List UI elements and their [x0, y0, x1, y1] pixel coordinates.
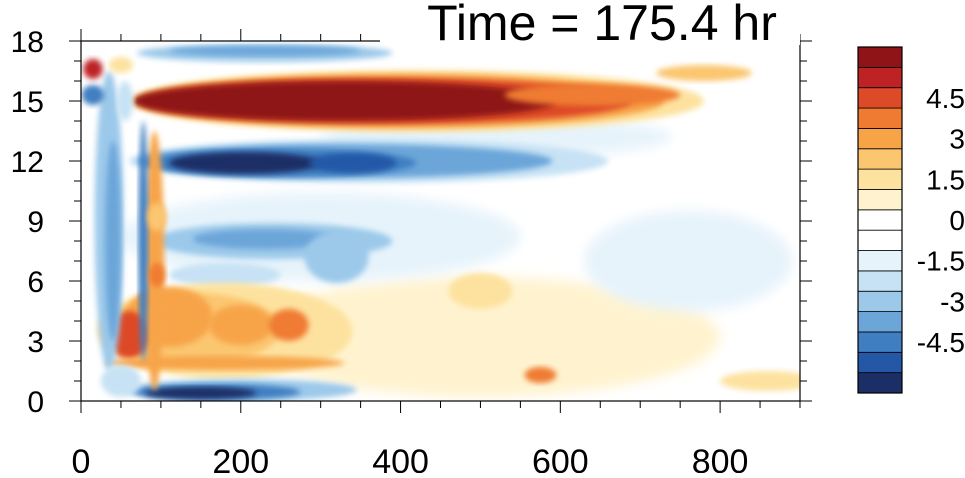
contour-mid-neg-4: [168, 263, 281, 287]
colorbar-swatch: [857, 331, 903, 353]
colorbar-swatch: [857, 290, 903, 312]
contour-left-neg-column-core: [105, 141, 121, 341]
chart-title: Time = 175.4 hr: [427, 0, 777, 51]
colorbar-label: 3: [949, 124, 965, 155]
x-tick-label: 600: [532, 443, 589, 473]
x-tick-label: 400: [372, 443, 429, 473]
contour-mid-neg-2: [192, 229, 337, 249]
contour-left-pos-column: [144, 131, 165, 391]
contour-left-neg-bottom: [100, 365, 141, 397]
contour-neg-band-mid-core: [308, 153, 397, 173]
contour-low-pos-right: [448, 273, 513, 309]
y-tick-label: 0: [27, 386, 44, 419]
colorbar-swatch: [857, 250, 903, 272]
contour-left-pos-spot-top2: [108, 57, 133, 73]
contour-upper-pos-tail-2: [656, 65, 752, 81]
contour-upper-pos-tail: [504, 84, 681, 106]
colorbar-swatch: [857, 229, 903, 251]
y-axis-ticks: 0 3 6 9 12 15 18: [11, 26, 812, 419]
colorbar-swatch: [857, 189, 903, 211]
contour-left-neg-spot-top: [81, 85, 105, 105]
colorbar-label: -3: [940, 286, 965, 317]
colorbar-swatch: [857, 168, 903, 190]
colorbar-swatch: [857, 66, 903, 89]
colorbar-label: 1.5: [926, 164, 965, 195]
contour-surface-neg-core: [144, 387, 257, 399]
colorbar-swatch: [857, 148, 903, 170]
contour-neg-band-core: [168, 152, 321, 174]
contour-left-pos-spot-mid2: [148, 263, 165, 287]
contour-left-neg-line: [138, 121, 149, 361]
colorbar-swatch: [857, 87, 903, 109]
contour-weak-negative-haze-right: [584, 211, 793, 311]
colorbar-swatch: [857, 128, 903, 150]
y-tick-label: 9: [27, 206, 44, 239]
contour-low-pos-core-2: [268, 309, 309, 341]
colorbar-swatch: [857, 372, 903, 394]
contour-mid-neg-3: [304, 231, 369, 283]
contour-low-pos-blip: [524, 367, 557, 383]
contour-low-pos-right-2: [720, 371, 800, 391]
x-tick-label: 0: [72, 443, 91, 473]
plot-area: 0 200 400 600 800 0 3 6 9 12 15 18: [11, 26, 812, 478]
y-tick-label: 3: [27, 326, 44, 359]
colorbar-swatch: [857, 46, 903, 68]
contour-left-pos-spot-mid: [147, 203, 167, 231]
colorbar-swatch: [857, 351, 903, 374]
colorbar-label: -4.5: [917, 327, 965, 358]
contour-weak-positive-haze: [240, 277, 721, 397]
colorbar-swatch: [857, 270, 903, 292]
contour-surface-pos-above: [105, 356, 345, 370]
contour-low-pos-4: [208, 305, 273, 345]
y-tick-label: 15: [11, 86, 44, 119]
contour-field: [81, 44, 800, 401]
colorbar-label: 0: [949, 205, 965, 236]
colorbar-frame: [857, 46, 903, 394]
contour-top-negative-strip-core: [168, 46, 361, 56]
colorbar-label: -1.5: [917, 246, 965, 277]
colorbar-swatch: [857, 209, 903, 231]
contour-upper-pos-core: [132, 81, 557, 121]
y-tick-label: 6: [27, 266, 44, 299]
title-group: Time = 175.4 hr: [380, 0, 800, 51]
y-tick-label: 18: [11, 26, 44, 59]
x-tick-label: 200: [212, 443, 269, 473]
title-background: [380, 0, 800, 45]
y-tick-label: 12: [11, 146, 44, 179]
colorbar: 4.5 3 1.5 0 -1.5 -3 -4.5: [857, 46, 965, 394]
x-axis-ticks: 0 200 400 600 800: [72, 29, 801, 478]
colorbar-label: 4.5: [926, 83, 965, 114]
colorbar-swatch: [857, 107, 903, 129]
colorbar-swatch: [857, 311, 903, 333]
contour-left-neg-top-right: [116, 81, 133, 121]
x-tick-label: 800: [692, 443, 749, 473]
contour-left-pos-spot-top: [83, 59, 103, 79]
